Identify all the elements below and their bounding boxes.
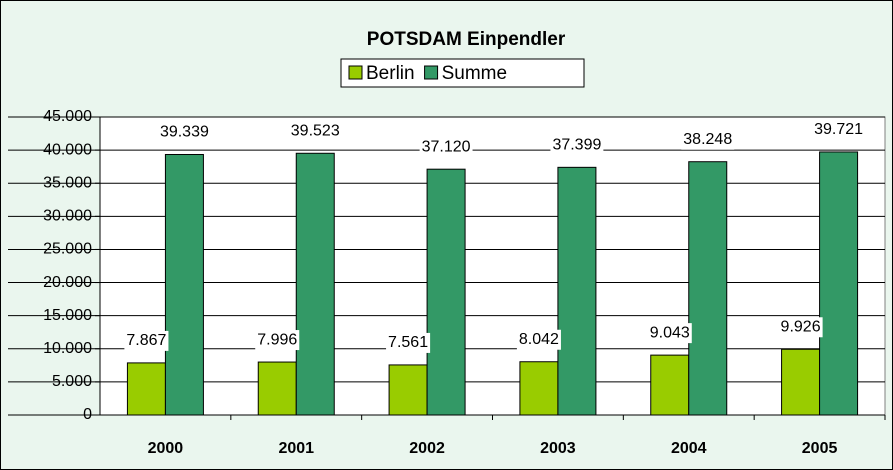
value-label-bg <box>778 317 823 338</box>
bar <box>819 151 859 416</box>
x-tick-label: 2001 <box>278 440 314 457</box>
legend-label: Summe <box>442 63 507 84</box>
bar <box>557 166 597 416</box>
bar <box>519 361 559 416</box>
value-label-bg <box>812 119 866 140</box>
value-label: 37.120 <box>422 138 471 155</box>
value-label-bg <box>157 122 211 143</box>
value-label: 39.523 <box>291 122 340 139</box>
value-label: 39.339 <box>160 124 209 141</box>
bar <box>126 362 166 416</box>
value-label: 7.561 <box>388 334 428 351</box>
bar <box>164 153 204 416</box>
value-label-bg <box>550 135 604 156</box>
bar <box>688 161 728 416</box>
x-tick-label: 2003 <box>540 440 576 457</box>
x-tick-label: 2002 <box>409 440 445 457</box>
value-label-bg <box>124 330 169 351</box>
value-label-bg <box>516 329 561 350</box>
bar <box>426 168 466 416</box>
value-label-bg <box>255 330 300 351</box>
bar <box>257 361 297 416</box>
legend-box <box>340 58 585 88</box>
value-label: 37.399 <box>552 137 601 154</box>
value-label: 9.926 <box>781 318 821 335</box>
value-label: 39.721 <box>814 121 863 138</box>
bar <box>388 364 428 416</box>
legend-swatch <box>348 65 363 80</box>
bar <box>650 354 690 416</box>
value-label: 7.867 <box>126 332 166 349</box>
x-tick-label: 2000 <box>148 440 184 457</box>
legend-swatch <box>424 65 439 80</box>
value-label-bg <box>288 121 342 142</box>
bar <box>295 152 335 416</box>
x-tick-label: 2004 <box>671 440 707 457</box>
bar <box>781 348 821 416</box>
value-label: 7.996 <box>257 331 297 348</box>
legend-label: Berlin <box>366 63 415 84</box>
plot-area <box>99 116 886 416</box>
value-label-bg <box>386 332 431 353</box>
value-label: 38.248 <box>683 131 732 148</box>
value-label-bg <box>681 129 735 150</box>
value-label: 8.042 <box>519 331 559 348</box>
chart-title: POTSDAM Einpendler <box>367 29 566 50</box>
value-label-bg <box>647 323 692 344</box>
value-label: 9.043 <box>650 324 690 341</box>
value-label-bg <box>419 137 473 158</box>
x-tick-label: 2005 <box>802 440 838 457</box>
